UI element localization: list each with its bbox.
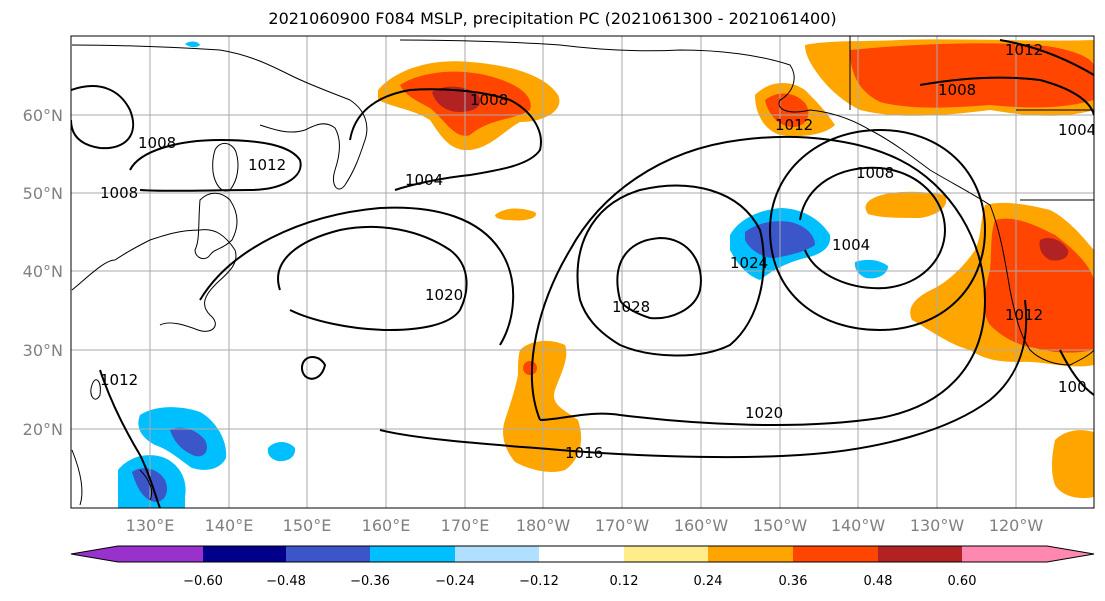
map-title: 2021060900 F084 MSLP, precipitation PC (… — [268, 9, 837, 28]
contour-label: 1004 — [832, 236, 870, 254]
contour-label: 1024 — [730, 254, 768, 272]
colorbar — [70, 545, 1095, 563]
colorbar-swatch — [203, 546, 286, 562]
colorbar-label: 0.12 — [610, 574, 639, 589]
colorbar-label: −0.24 — [435, 574, 475, 589]
lat-label: 60°N — [23, 106, 63, 125]
contour-label: 1012 — [1005, 306, 1043, 324]
coastlines — [71, 36, 1094, 506]
colorbar-swatch — [370, 546, 455, 562]
colorbar-label: 0.24 — [694, 574, 723, 589]
colorbar-label: −0.12 — [519, 574, 559, 589]
colorbar-labels: −0.60 −0.48 −0.36 −0.24 −0.12 0.12 0.24 … — [183, 574, 976, 589]
colorbar-label: −0.36 — [350, 574, 390, 589]
colorbar-swatch — [286, 546, 370, 562]
colorbar-swatch-extend-low — [71, 546, 203, 562]
colorbar-swatch — [455, 546, 539, 562]
contour-label: 1012 — [775, 116, 813, 134]
contour-label: 1008 — [856, 164, 894, 182]
colorbar-swatch — [539, 546, 624, 562]
colorbar-swatch — [878, 546, 962, 562]
lon-label: 140°E — [205, 516, 254, 535]
contour-label: 1008 — [138, 134, 176, 152]
contour-label: 1012 — [1005, 41, 1043, 59]
lon-label: 150°W — [753, 516, 808, 535]
colorbar-swatch-extend-high — [962, 546, 1094, 562]
lon-label: 120°W — [989, 516, 1044, 535]
contour-label: 1004 — [405, 171, 443, 189]
graticule — [71, 36, 1094, 508]
contour-label: 1008 — [100, 184, 138, 202]
latitude-labels: 60°N 50°N 40°N 30°N 20°N — [23, 106, 63, 439]
lat-label: 20°N — [23, 420, 63, 439]
lon-label: 180°W — [516, 516, 571, 535]
lon-label: 170°W — [595, 516, 650, 535]
precip-shading — [118, 39, 1094, 508]
contour-label: 1016 — [565, 444, 603, 462]
contour-label: 1004 — [1058, 121, 1096, 139]
lon-label: 130°W — [910, 516, 965, 535]
contour-label: 100 — [1058, 378, 1087, 396]
lon-label: 140°W — [831, 516, 886, 535]
contour-label: 1028 — [612, 298, 650, 316]
colorbar-label: −0.48 — [266, 574, 306, 589]
colorbar-swatch — [793, 546, 878, 562]
colorbar-swatch — [708, 546, 793, 562]
contour-label: 1020 — [425, 286, 463, 304]
mslp-contours — [71, 39, 1094, 508]
colorbar-label: 0.36 — [779, 574, 808, 589]
colorbar-swatch — [624, 546, 708, 562]
lat-label: 30°N — [23, 341, 63, 360]
lon-label: 150°E — [283, 516, 332, 535]
contour-label: 1008 — [938, 81, 976, 99]
contour-label: 1020 — [745, 404, 783, 422]
contour-label: 1012 — [100, 371, 138, 389]
colorbar-label: −0.60 — [183, 574, 223, 589]
lat-label: 50°N — [23, 184, 63, 203]
lon-label: 160°W — [674, 516, 729, 535]
contour-labels: 1008 1012 1008 1004 1008 1012 1012 1008 … — [100, 41, 1096, 462]
colorbar-label: 0.48 — [864, 574, 893, 589]
colorbar-outline — [70, 545, 1095, 563]
colorbar-label: 0.60 — [948, 574, 977, 589]
lon-label: 130°E — [126, 516, 175, 535]
contour-label: 1008 — [470, 91, 508, 109]
lon-label: 160°E — [362, 516, 411, 535]
contour-label: 1012 — [248, 156, 286, 174]
map-frame — [70, 35, 1095, 509]
longitude-labels: 130°E 140°E 150°E 160°E 170°E 180°W 170°… — [126, 516, 1044, 535]
lat-label: 40°N — [23, 262, 63, 281]
lon-label: 170°E — [441, 516, 490, 535]
